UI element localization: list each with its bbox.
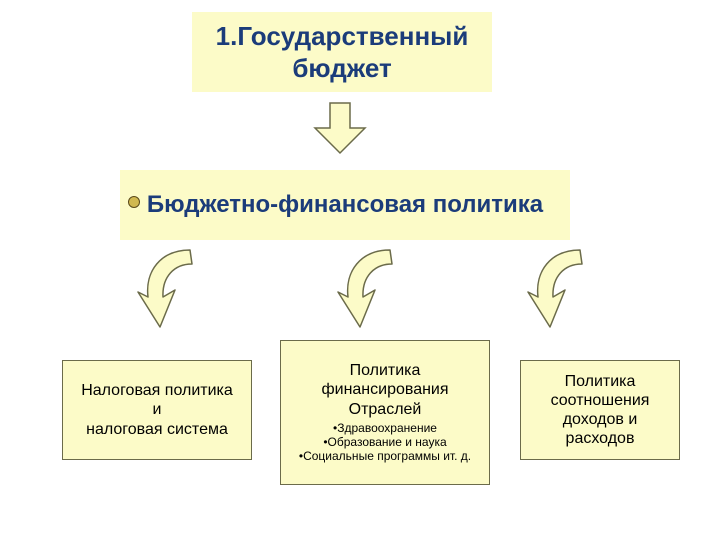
child-box-financing: ПолитикафинансированияОтраслей•Здравоохр… <box>280 340 490 485</box>
curved-arrow-icon <box>520 242 640 337</box>
child-box-balance: Политикасоотношениядоходов ирасходов <box>520 360 680 460</box>
curved-arrow-icon <box>330 242 450 337</box>
child-line: соотношения <box>551 391 650 410</box>
subtitle-box: Бюджетно-финансовая политика <box>120 170 570 240</box>
child-line: и <box>153 400 162 419</box>
bullet-icon <box>128 196 140 208</box>
child-top-lines: ПолитикафинансированияОтраслей <box>321 361 448 419</box>
child-line: доходов и <box>563 410 638 429</box>
down-arrow-icon <box>310 98 370 158</box>
title-box: 1.Государственный бюджет <box>192 12 492 92</box>
child-line: Налоговая политика <box>81 381 233 400</box>
child-line: налоговая система <box>86 420 228 439</box>
title-text: 1.Государственный бюджет <box>192 20 492 85</box>
child-bullets: •Здравоохранение•Образование и наука•Соц… <box>299 421 471 464</box>
subtitle-text: Бюджетно-финансовая политика <box>147 190 543 220</box>
child-line: расходов <box>566 429 635 448</box>
child-box-tax: Налоговая политикаиналоговая система <box>62 360 252 460</box>
child-line: Политика <box>565 372 636 391</box>
curved-arrow-icon <box>130 242 250 337</box>
